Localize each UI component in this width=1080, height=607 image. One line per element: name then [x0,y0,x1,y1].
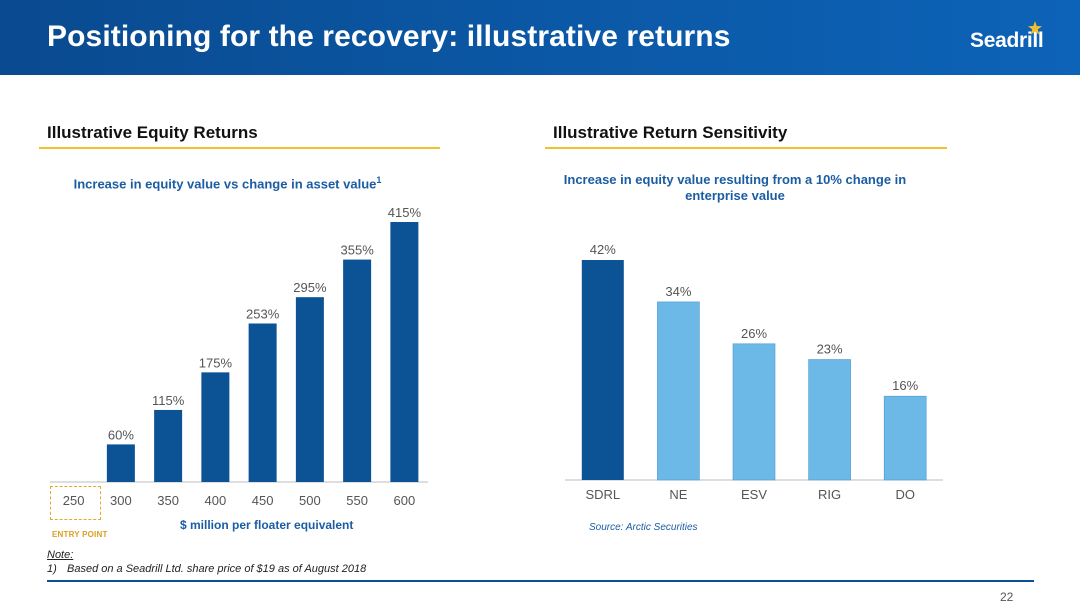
note-number: 1) [47,563,57,575]
right-section-title: Illustrative Return Sensitivity [553,123,788,142]
star-icon [1028,21,1042,35]
note-heading: Note: [47,549,74,561]
right-chart-subtitle: Increase in equity value resulting from … [563,172,907,203]
left-bar-500 [295,297,324,482]
left-tick-550: 550 [346,493,368,508]
right-bar-label-do: 16% [892,378,918,393]
left-bar-300 [106,444,135,482]
footnote-ref: 1 [376,175,382,185]
right-tick-sdrl: SDRL [585,487,620,502]
left-section-rule [39,147,440,149]
left-bar-label-550: 355% [341,243,375,258]
right-bar-label-rig: 23% [817,342,843,357]
right-bar-sdrl [581,260,624,480]
right-tick-rig: RIG [818,487,841,502]
footer-rule [47,580,1034,582]
left-tick-500: 500 [299,493,321,508]
left-tick-250: 250 [63,493,85,508]
left-bar-350 [154,409,183,482]
page-number: 22 [1000,590,1014,604]
seadrill-logo: Seadrill [968,20,1058,56]
left-bar-label-400: 175% [199,355,233,370]
right-bar-ne [657,301,700,481]
left-bar-label-300: 60% [108,427,134,442]
left-section-title: Illustrative Equity Returns [47,123,258,142]
source-note: Source: Arctic Securities [589,522,698,533]
right-section-rule [545,147,947,149]
left-bar-400 [201,372,230,482]
left-bar-600 [390,222,419,482]
left-bar-label-600: 415% [388,205,422,220]
right-tick-esv: ESV [741,487,767,502]
right-tick-do: DO [895,487,915,502]
right-tick-ne: NE [669,487,687,502]
note-item: 1) Based on a Seadrill Ltd. share price o… [47,563,366,575]
entry-point-label: ENTRY POINT [52,530,108,539]
left-tick-300: 300 [110,493,132,508]
left-tick-600: 600 [394,493,416,508]
left-subtitle-text: Increase in equity value vs change in as… [73,176,377,192]
entry-point-box [50,486,101,520]
right-bar-label-esv: 26% [741,326,767,341]
left-bar-550 [343,259,372,482]
left-chart-subtitle: Increase in equity value vs change in as… [55,172,400,192]
left-tick-350: 350 [157,493,179,508]
left-x-axis-label: $ million per floater equivalent [180,518,354,532]
header-bar: Positioning for the recovery: illustrati… [0,0,1080,75]
left-tick-450: 450 [252,493,274,508]
page-title: Positioning for the recovery: illustrati… [47,20,731,53]
left-bar-label-500: 295% [293,280,327,295]
right-bar-rig [808,359,851,481]
left-bar-label-450: 253% [246,306,280,321]
left-bar-450 [248,323,277,482]
right-bar-label-sdrl: 42% [590,242,616,257]
logo-text: Seadrill [970,29,1044,52]
right-bar-esv [732,343,776,481]
note-text: Based on a Seadrill Ltd. share price of … [67,563,367,575]
right-bar-do [883,395,927,481]
right-bar-label-ne: 34% [665,284,691,299]
left-bar-label-350: 115% [152,393,185,408]
left-tick-400: 400 [205,493,227,508]
